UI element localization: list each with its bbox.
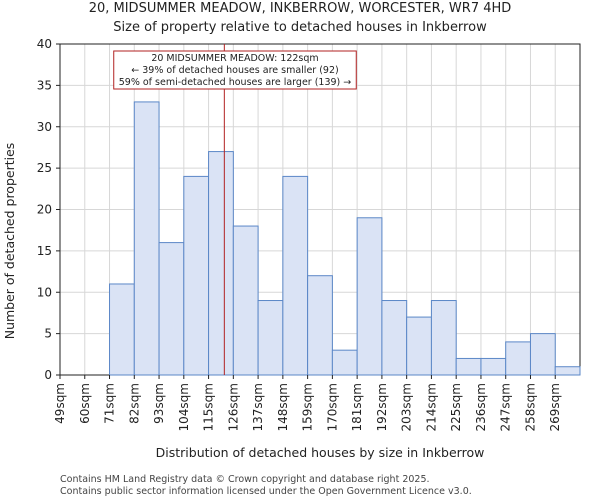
x-tick-label: 203sqm <box>400 383 414 431</box>
x-tick-label: 159sqm <box>301 383 315 431</box>
y-tick-label: 15 <box>37 244 52 258</box>
bar-192sqm <box>381 300 408 376</box>
bar-93sqm <box>158 242 185 376</box>
bars <box>109 101 581 376</box>
annotation-line-1: 20 MIDSUMMER MEADOW: 122sqm <box>151 53 318 64</box>
y-tick-label: 5 <box>44 327 52 341</box>
bar-203sqm <box>406 316 432 376</box>
x-tick-label: 60sqm <box>78 383 92 424</box>
y-tick-label: 20 <box>37 203 52 217</box>
x-tick-label: 115sqm <box>202 383 216 431</box>
x-tick-label: 236sqm <box>474 383 488 431</box>
y-tick-label: 30 <box>37 120 52 134</box>
x-tick-label: 126sqm <box>226 383 240 431</box>
x-tick-label: 247sqm <box>499 383 513 431</box>
y-axis-label: Number of detached properties <box>2 143 17 340</box>
x-tick-label: 104sqm <box>177 383 191 431</box>
x-tick-label: 49sqm <box>53 383 67 424</box>
x-tick-label: 192sqm <box>375 383 389 431</box>
bar-159sqm <box>307 275 333 376</box>
x-tick-label: 148sqm <box>276 383 290 431</box>
x-tick-label: 214sqm <box>424 383 438 431</box>
x-tick-label: 269sqm <box>548 383 562 431</box>
bar-137sqm <box>257 300 284 376</box>
bar-170sqm <box>331 349 358 376</box>
annotation-line-2: ← 39% of detached houses are smaller (92… <box>131 65 338 76</box>
x-tick-label: 181sqm <box>350 383 364 431</box>
bar-126sqm <box>232 225 259 376</box>
x-axis-label: Distribution of detached houses by size … <box>156 445 485 460</box>
chart-title: 20, MIDSUMMER MEADOW, INKBERROW, WORCEST… <box>89 1 512 16</box>
bar-214sqm <box>430 300 457 376</box>
x-tick-label: 170sqm <box>325 383 339 431</box>
bar-71sqm <box>109 283 135 376</box>
bar-82sqm <box>133 101 160 376</box>
y-tick-label: 10 <box>37 285 52 299</box>
x-tick-label: 71sqm <box>103 383 117 424</box>
annotation-box <box>113 50 357 90</box>
y-tick-label: 0 <box>44 368 52 382</box>
chart-subtitle: Size of property relative to detached ho… <box>113 20 487 35</box>
bar-181sqm <box>356 217 383 376</box>
bar-269sqm <box>554 366 581 376</box>
y-tick-label: 25 <box>37 161 52 175</box>
x-axis-ticks: 49sqm 60sqm 71sqm 82sqm 93sqm 104sqm 115sqm 126… <box>53 375 562 431</box>
bar-115sqm <box>208 151 234 376</box>
bar-225sqm <box>455 357 482 376</box>
x-tick-label: 93sqm <box>152 383 166 424</box>
footer-line-2: Contains public sector information licen… <box>60 486 472 497</box>
bar-104sqm <box>183 175 210 376</box>
y-axis-ticks: 0 5 10 15 20 25 30 35 40 <box>37 37 60 382</box>
bar-236sqm <box>480 357 507 376</box>
footer-line-1: Contains HM Land Registry data © Crown c… <box>60 474 430 485</box>
annotation-line-3: 59% of semi-detached houses are larger (… <box>119 77 352 88</box>
bar-247sqm <box>505 341 531 376</box>
x-tick-label: 225sqm <box>449 383 463 431</box>
bar-148sqm <box>282 175 309 376</box>
x-tick-label: 137sqm <box>251 383 265 431</box>
bar-258sqm <box>529 333 556 376</box>
y-tick-label: 40 <box>37 37 52 51</box>
y-tick-label: 35 <box>37 78 52 92</box>
x-tick-label: 258sqm <box>523 383 537 431</box>
x-tick-label: 82sqm <box>127 383 141 424</box>
